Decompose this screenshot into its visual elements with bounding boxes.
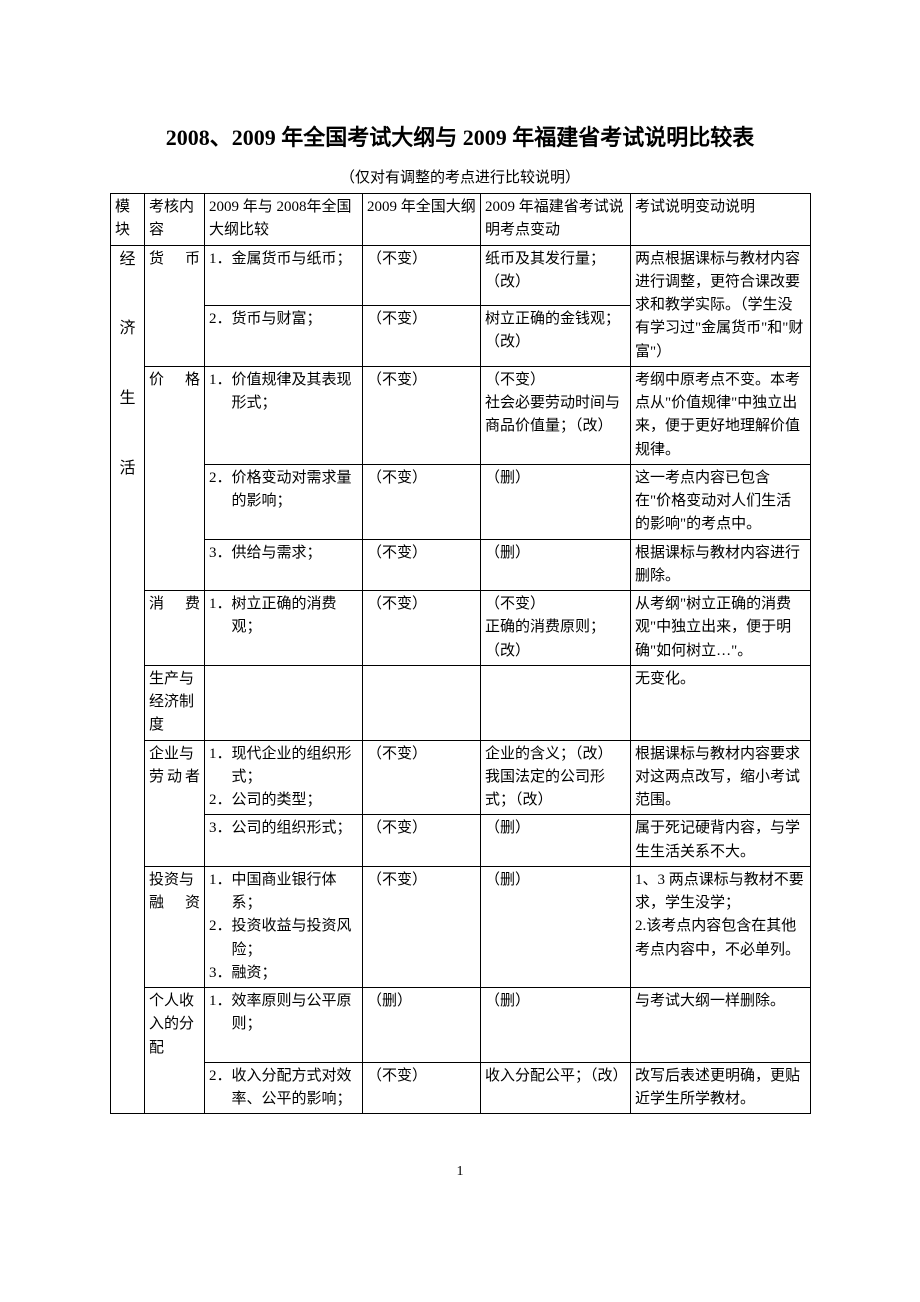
cell-fujian: （不变） 社会必要劳动时间与商品价值量；（改）	[481, 366, 631, 464]
cell-notes: 属于死记硬背内容，与学生生活关系不大。	[631, 815, 811, 867]
module-cell: 经 济 生 活	[111, 245, 145, 1114]
th-compare: 2009 年与 2008年全国大纲比较	[205, 194, 363, 246]
document-page: 2008、2009 年全国考试大纲与 2009 年福建省考试说明比较表 （仅对有…	[0, 0, 920, 1220]
th-section: 考核内容	[145, 194, 205, 246]
cell-fujian	[481, 665, 631, 740]
cell-compare: 3．公司的组织形式；	[205, 815, 363, 867]
cell-national: （不变）	[363, 740, 481, 815]
table-row: 企业与劳动者 1．现代企业的组织形式； 2．公司的类型； （不变） 企业的含义；…	[111, 740, 811, 815]
table-row: 生产与经济制度 无变化。	[111, 665, 811, 740]
section-prod-sys: 生产与经济制度	[145, 665, 205, 740]
cell-compare: 2．价格变动对需求量的影响；	[205, 464, 363, 539]
table-row: 价格 1．价值规律及其表现形式； （不变） （不变） 社会必要劳动时间与商品价值…	[111, 366, 811, 464]
cell-national: （不变）	[363, 591, 481, 666]
cell-compare: 1．金属货币与纸币；	[205, 245, 363, 306]
cell-compare	[205, 665, 363, 740]
cell-fujian: （删）	[481, 464, 631, 539]
cell-national	[363, 665, 481, 740]
cell-notes: 这一考点内容已包含在"价格变动对人们生活的影响"的考点中。	[631, 464, 811, 539]
cell-fujian: 企业的含义；（改）我国法定的公司形式；（改）	[481, 740, 631, 815]
page-number: 1	[110, 1164, 810, 1180]
cell-national: （不变）	[363, 306, 481, 367]
cell-compare: 1．现代企业的组织形式； 2．公司的类型；	[205, 740, 363, 815]
module-char: 经	[119, 248, 135, 273]
cell-fujian: （不变） 正确的消费原则；（改）	[481, 591, 631, 666]
section-invest: 投资与融资	[145, 866, 205, 987]
cell-notes: 根据课标与教材内容进行删除。	[631, 539, 811, 591]
cell-notes: 与考试大纲一样删除。	[631, 988, 811, 1063]
cell-fujian: （删）	[481, 539, 631, 591]
cell-fujian: （删）	[481, 815, 631, 867]
th-module: 模块	[111, 194, 145, 246]
cell-national: （删）	[363, 988, 481, 1063]
cell-compare: 1．树立正确的消费观；	[205, 591, 363, 666]
cell-national: （不变）	[363, 366, 481, 464]
table-row: 3．供给与需求； （不变） （删） 根据课标与教材内容进行删除。	[111, 539, 811, 591]
cell-notes: 从考纲"树立正确的消费观"中独立出来，便于明确"如何树立…"。	[631, 591, 811, 666]
cell-compare: 2．收入分配方式对效率、公平的影响；	[205, 1062, 363, 1114]
cell-national: （不变）	[363, 245, 481, 306]
cell-notes: 两点根据课标与教材内容进行调整，更符合课改要求和教学实际。（学生没有学习过"金属…	[631, 245, 811, 366]
table-row: 消费 1．树立正确的消费观； （不变） （不变） 正确的消费原则；（改） 从考纲…	[111, 591, 811, 666]
cell-fujian: 树立正确的金钱观；（改）	[481, 306, 631, 367]
cell-compare: 1．效率原则与公平原则；	[205, 988, 363, 1063]
cell-national: （不变）	[363, 1062, 481, 1114]
cell-notes: 根据课标与教材内容要求对这两点改写，缩小考试范围。	[631, 740, 811, 815]
cell-compare: 1．价值规律及其表现形式；	[205, 366, 363, 464]
section-price: 价格	[145, 366, 205, 590]
cell-fujian: 收入分配公平；（改）	[481, 1062, 631, 1114]
page-subtitle: （仅对有调整的考点进行比较说明）	[110, 166, 810, 187]
table-row: 经 济 生 活 货币 1．金属货币与纸币； （不变） 纸币及其发行量；（改） 两…	[111, 245, 811, 306]
section-income: 个人收入的分配	[145, 988, 205, 1114]
cell-national: （不变）	[363, 464, 481, 539]
cell-national: （不变）	[363, 815, 481, 867]
table-row: 投资与融资 1．中国商业银行体系； 2．投资收益与投资风险； 3．融资； （不变…	[111, 866, 811, 987]
module-char: 活	[119, 457, 135, 482]
comparison-table: 模块 考核内容 2009 年与 2008年全国大纲比较 2009 年全国大纲 2…	[110, 193, 811, 1114]
cell-national: （不变）	[363, 866, 481, 987]
th-fujian: 2009 年福建省考试说明考点变动	[481, 194, 631, 246]
page-title: 2008、2009 年全国考试大纲与 2009 年福建省考试说明比较表	[110, 120, 810, 152]
module-char: 济	[119, 317, 135, 342]
cell-compare: 3．供给与需求；	[205, 539, 363, 591]
cell-national: （不变）	[363, 539, 481, 591]
section-enterprise: 企业与劳动者	[145, 740, 205, 866]
cell-fujian: （删）	[481, 988, 631, 1063]
table-row: 2．价格变动对需求量的影响； （不变） （删） 这一考点内容已包含在"价格变动对…	[111, 464, 811, 539]
table-header-row: 模块 考核内容 2009 年与 2008年全国大纲比较 2009 年全国大纲 2…	[111, 194, 811, 246]
cell-notes: 1、3 两点课标与教材不要求，学生没学； 2.该考点内容包含在其他考点内容中，不…	[631, 866, 811, 987]
cell-fujian: 纸币及其发行量；（改）	[481, 245, 631, 306]
section-consume: 消费	[145, 591, 205, 666]
th-national: 2009 年全国大纲	[363, 194, 481, 246]
cell-notes: 无变化。	[631, 665, 811, 740]
cell-notes: 考纲中原考点不变。本考点从"价值规律"中独立出来，便于更好地理解价值规律。	[631, 366, 811, 464]
table-row: 3．公司的组织形式； （不变） （删） 属于死记硬背内容，与学生生活关系不大。	[111, 815, 811, 867]
cell-compare: 1．中国商业银行体系； 2．投资收益与投资风险； 3．融资；	[205, 866, 363, 987]
table-row: 2．收入分配方式对效率、公平的影响； （不变） 收入分配公平；（改） 改写后表述…	[111, 1062, 811, 1114]
module-char: 生	[119, 387, 135, 412]
th-notes: 考试说明变动说明	[631, 194, 811, 246]
cell-compare: 2．货币与财富；	[205, 306, 363, 367]
cell-notes: 改写后表述更明确，更贴近学生所学教材。	[631, 1062, 811, 1114]
section-currency: 货币	[145, 245, 205, 366]
table-row: 个人收入的分配 1．效率原则与公平原则； （删） （删） 与考试大纲一样删除。	[111, 988, 811, 1063]
cell-fujian: （删）	[481, 866, 631, 987]
